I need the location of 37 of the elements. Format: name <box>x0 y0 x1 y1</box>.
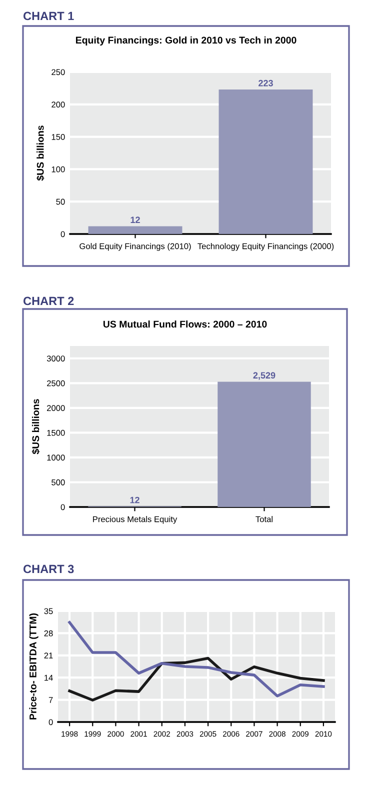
y-tick-label: 250 <box>52 69 65 76</box>
chart-title: CHART 1 <box>23 12 74 20</box>
x-tick-label: Technology Equity Financings (2000) <box>198 243 334 251</box>
y-tick-label: 2500 <box>47 380 65 386</box>
y-tick-label: 35 <box>44 608 53 614</box>
y-tick-label: 500 <box>52 479 65 486</box>
line-series <box>68 621 325 698</box>
y-tick-label: 200 <box>52 102 65 108</box>
data-label: 12 <box>130 216 140 223</box>
y-tick-label: 100 <box>52 166 65 172</box>
y-tick-label: 2000 <box>47 405 65 412</box>
y-tick-label: 0 <box>60 504 65 510</box>
y-tick-label: 0 <box>48 719 53 726</box>
data-label: 12 <box>130 496 140 504</box>
x-tick-label: Gold Equity Financings (2010) <box>80 243 191 251</box>
y-tick-label: 3000 <box>46 356 65 362</box>
y-axis-title: Price-to- EBITDA (TTM) <box>29 613 38 720</box>
y-tick-label: 28 <box>44 630 53 636</box>
data-label: 2,529 <box>253 372 276 380</box>
chart-subtitle: Equity Financings: Gold in 2010 vs Tech in 2000 <box>76 36 296 46</box>
y-tick-label: 50 <box>56 198 65 205</box>
chart-title: CHART 3 <box>23 564 74 574</box>
line-series <box>68 656 325 702</box>
y-tick-label: 21 <box>44 652 53 658</box>
y-tick-label: 1000 <box>47 454 65 461</box>
x-tick-label: Total <box>256 516 272 522</box>
y-tick-label: 150 <box>52 134 65 140</box>
y-tick-label: 0 <box>60 231 65 238</box>
x-tick-label: Precious Metals Equity <box>93 516 178 524</box>
data-label: 223 <box>258 80 273 86</box>
chart-subtitle: US Mutual Fund Flows: 2000 – 2010 <box>103 320 267 328</box>
y-axis-title: $US billions <box>32 399 40 454</box>
chart-title: CHART 2 <box>23 296 74 306</box>
y-tick-label: 1500 <box>47 430 65 436</box>
y-tick-label: 14 <box>44 674 53 681</box>
y-tick-label: 7 <box>48 697 53 703</box>
y-axis-title: $US billions <box>36 126 44 181</box>
